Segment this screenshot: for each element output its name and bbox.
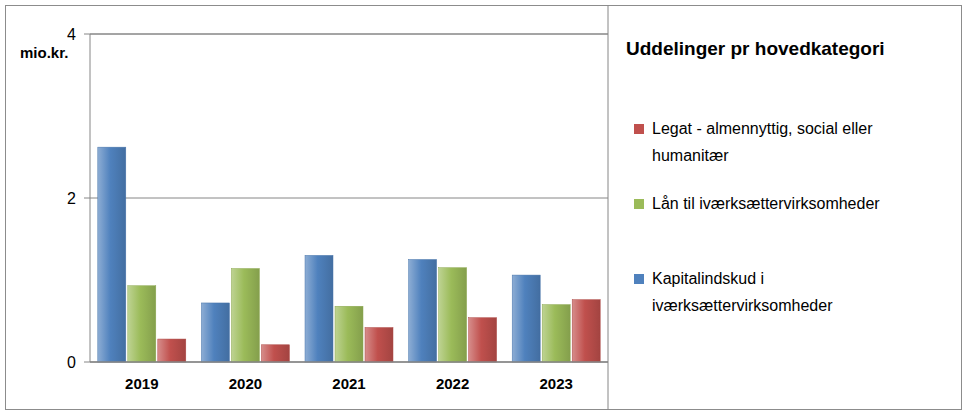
legend-label: Kapitalindskud i iværksættervirksomheder <box>652 265 942 319</box>
bar <box>409 260 437 363</box>
chart-title: Uddelinger pr hovedkategori <box>626 38 885 60</box>
bar <box>305 255 333 362</box>
plot-divider <box>608 6 609 410</box>
bar <box>469 318 497 362</box>
y-tick-label: 4 <box>67 26 76 43</box>
grid-line <box>90 198 608 199</box>
y-tick <box>84 34 90 35</box>
legend-swatch <box>634 124 644 134</box>
grid-line <box>90 34 608 35</box>
chart-frame <box>6 6 962 410</box>
y-tick-label: 0 <box>67 354 76 371</box>
y-tick-label: 2 <box>67 190 76 207</box>
bar <box>542 305 570 362</box>
legend-swatch <box>634 199 644 209</box>
legend-label: Legat - almennyttig, social eller humani… <box>652 115 942 169</box>
legend-label: Lån til iværksættervirksomheder <box>652 190 942 217</box>
plot-top <box>90 34 608 35</box>
bar <box>439 268 467 362</box>
bar <box>231 269 259 362</box>
x-axis <box>90 361 608 363</box>
bar <box>261 345 289 362</box>
bar <box>158 339 186 362</box>
bar <box>572 300 600 362</box>
bar <box>365 328 393 362</box>
bar <box>98 147 126 362</box>
x-tick-label: 2021 <box>332 375 365 392</box>
y-tick <box>84 198 90 199</box>
bar <box>335 306 363 362</box>
y-axis-label: mio.kr. <box>20 44 68 61</box>
grid-line <box>90 362 608 363</box>
chart-container: 0 2 4mio.kr. 2019 2020 2021 2022 2023 Uddelinge… <box>0 0 968 417</box>
x-tick-label: 2019 <box>125 375 158 392</box>
legend-swatch <box>634 274 644 284</box>
x-tick-label: 2020 <box>229 375 262 392</box>
bar <box>512 275 540 362</box>
bar <box>128 286 156 362</box>
y-axis <box>90 34 91 362</box>
y-tick <box>84 362 90 363</box>
bar <box>201 303 229 362</box>
x-tick-label: 2022 <box>436 375 469 392</box>
x-tick-label: 2023 <box>540 375 573 392</box>
